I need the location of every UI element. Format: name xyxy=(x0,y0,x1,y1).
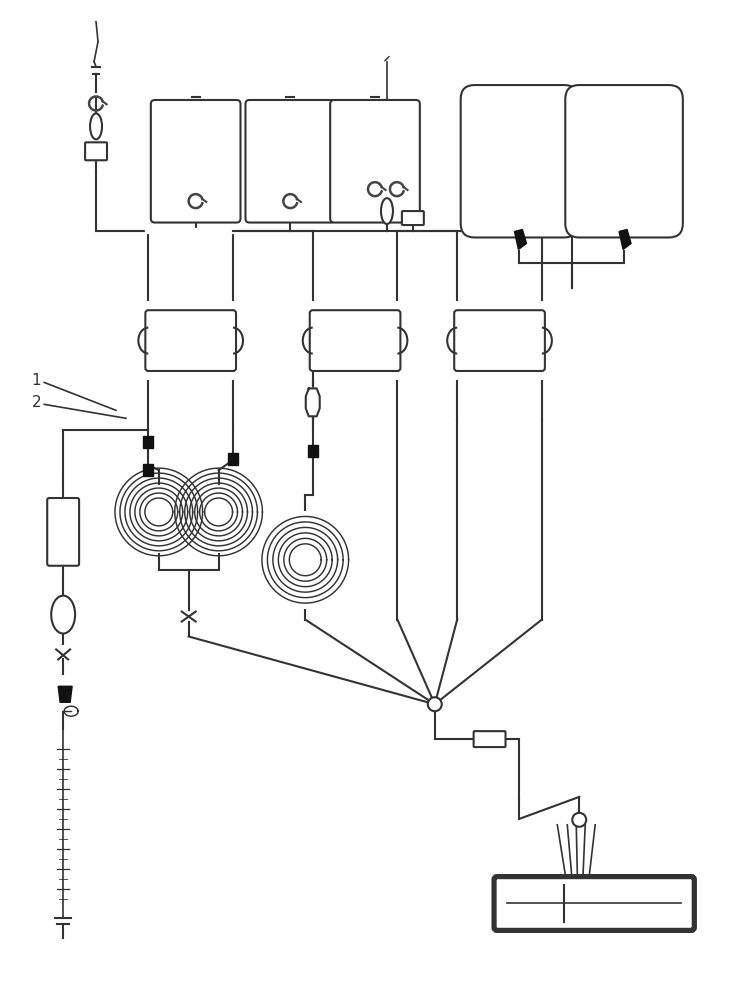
Ellipse shape xyxy=(51,596,75,634)
Polygon shape xyxy=(143,464,153,476)
FancyBboxPatch shape xyxy=(566,85,682,237)
Polygon shape xyxy=(58,686,72,702)
Text: 1: 1 xyxy=(32,373,41,388)
Ellipse shape xyxy=(381,198,393,224)
FancyBboxPatch shape xyxy=(330,100,420,223)
Polygon shape xyxy=(308,445,318,457)
Polygon shape xyxy=(306,388,320,416)
FancyBboxPatch shape xyxy=(151,100,241,223)
FancyBboxPatch shape xyxy=(474,731,506,747)
Polygon shape xyxy=(143,436,153,448)
Polygon shape xyxy=(228,453,238,465)
FancyBboxPatch shape xyxy=(85,142,107,160)
FancyBboxPatch shape xyxy=(460,85,578,237)
Polygon shape xyxy=(619,230,631,249)
Ellipse shape xyxy=(90,113,102,139)
Circle shape xyxy=(427,697,442,711)
Polygon shape xyxy=(514,230,526,249)
FancyBboxPatch shape xyxy=(402,211,424,225)
FancyBboxPatch shape xyxy=(494,877,694,930)
FancyBboxPatch shape xyxy=(47,498,79,566)
Text: 2: 2 xyxy=(32,395,41,410)
Circle shape xyxy=(572,813,586,827)
FancyBboxPatch shape xyxy=(245,100,335,223)
FancyBboxPatch shape xyxy=(310,310,401,371)
FancyBboxPatch shape xyxy=(454,310,544,371)
FancyBboxPatch shape xyxy=(146,310,236,371)
